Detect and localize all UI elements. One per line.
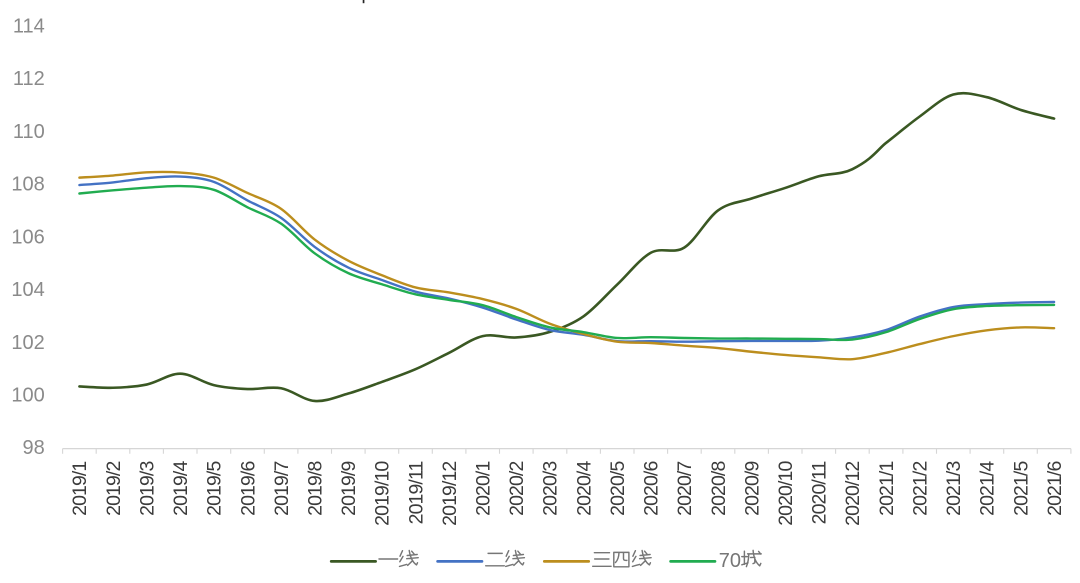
svg-text:2021/5: 2021/5 — [1010, 461, 1032, 516]
svg-text:104: 104 — [11, 279, 44, 301]
svg-text:2019/9: 2019/9 — [338, 462, 360, 516]
svg-text:2020/10: 2020/10 — [775, 461, 797, 526]
svg-text:2021/4: 2021/4 — [977, 461, 999, 516]
svg-text:106: 106 — [11, 226, 44, 248]
svg-text:2020/2: 2020/2 — [506, 462, 528, 516]
svg-text:2019/11: 2019/11 — [405, 462, 427, 525]
svg-text:112: 112 — [13, 68, 45, 90]
svg-text:2019/6: 2019/6 — [237, 462, 259, 516]
svg-text:2020/1: 2020/1 — [473, 462, 495, 516]
svg-text:110: 110 — [13, 121, 45, 143]
svg-text:2019/7: 2019/7 — [271, 462, 293, 516]
svg-text:2021/3: 2021/3 — [943, 462, 965, 516]
svg-text:2020/8: 2020/8 — [708, 462, 730, 516]
svg-text:108: 108 — [11, 174, 44, 196]
svg-text:2019/8: 2019/8 — [305, 462, 327, 516]
svg-text:2020/5: 2020/5 — [607, 461, 629, 516]
svg-text:2020/11: 2020/11 — [809, 462, 831, 525]
svg-text:2021/6: 2021/6 — [1044, 462, 1066, 516]
svg-text:2019/3: 2019/3 — [136, 462, 158, 516]
svg-text:2019/5: 2019/5 — [204, 461, 226, 516]
svg-text:2020/3: 2020/3 — [540, 462, 562, 516]
svg-text:114: 114 — [13, 16, 45, 38]
svg-text:2020/7: 2020/7 — [674, 462, 696, 516]
svg-text:102: 102 — [11, 332, 44, 354]
svg-text:100: 100 — [11, 385, 44, 407]
svg-text:2021/2: 2021/2 — [910, 462, 932, 516]
svg-text:2019/12: 2019/12 — [439, 462, 461, 526]
svg-text:2020/12: 2020/12 — [842, 462, 864, 526]
svg-text:2019/1: 2019/1 — [69, 462, 91, 516]
svg-text:98: 98 — [23, 437, 45, 459]
svg-text:2019/4: 2019/4 — [170, 461, 192, 516]
svg-text:2019/2: 2019/2 — [103, 462, 125, 516]
svg-text:2020/4: 2020/4 — [573, 461, 595, 516]
svg-text:70: 70 — [719, 550, 741, 572]
svg-text:2020/9: 2020/9 — [741, 462, 763, 516]
svg-text:2021/1: 2021/1 — [876, 462, 898, 516]
svg-text:2019/10: 2019/10 — [372, 461, 394, 526]
svg-text:2020/6: 2020/6 — [641, 462, 663, 516]
